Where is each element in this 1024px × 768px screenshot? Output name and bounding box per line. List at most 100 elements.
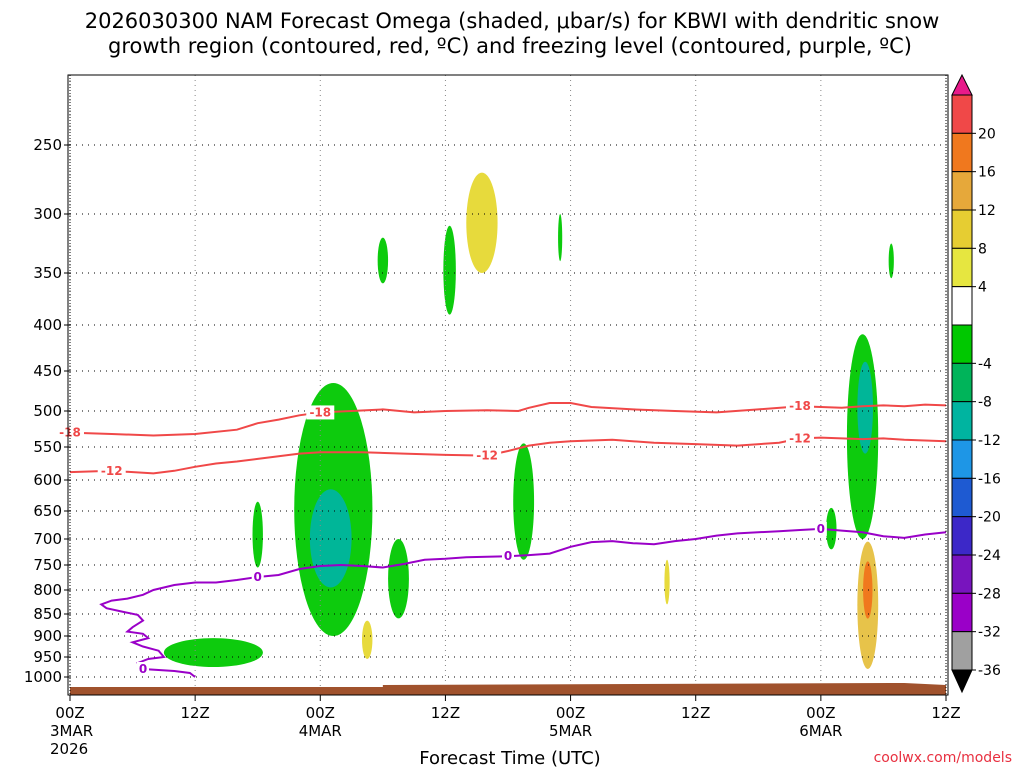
colorbar-box-4 [951, 247, 973, 288]
contour-label-0-2: -18 [789, 399, 811, 413]
colorbar-box-1 [951, 132, 973, 173]
contour-label-2-2: 0 [504, 549, 512, 563]
colorbar-label-3: 8 [978, 241, 987, 257]
ground-fill [70, 683, 946, 695]
omega-colorbar: 20 16 12 8 4 -4 -8 -12 -16 -20 -24 -28 -32 -36 [951, 73, 1001, 694]
y-axis-ticks: 250 300 350 400 450 500 550 600 650 700 750 800 850 9… [24, 136, 70, 686]
contour-label-1-2: -12 [789, 431, 811, 445]
omega-region-13 [466, 172, 498, 273]
omega-region-6 [377, 237, 389, 284]
contour-label-bg-0-2 [786, 399, 814, 414]
contour-line-0 [69, 402, 947, 437]
colorbar-box-9 [951, 439, 973, 479]
y-tick-label-700: 700 [33, 530, 62, 548]
omega-shading-layer [163, 172, 894, 669]
x-tick-label-0-0: 00Z [55, 704, 84, 722]
colorbar-label-7: -12 [978, 433, 1001, 449]
x-tick-label-7-0: 12Z [931, 704, 960, 722]
omega-region-5 [513, 443, 535, 560]
colorbar-box-3 [951, 209, 973, 249]
colorbar-label-6: -8 [978, 395, 992, 411]
omega-region-12 [857, 361, 874, 454]
omega-region-7 [443, 225, 456, 315]
credit-text: coolwx.com/models [874, 750, 1012, 766]
y-tick-label-550: 550 [33, 438, 62, 456]
y-tick-label-950: 950 [33, 648, 62, 666]
colorbar-box-11 [951, 516, 973, 556]
contour-label-1-0: -12 [101, 464, 123, 478]
x-tick-label-2-0: 00Z [306, 704, 335, 722]
contour-label-bg-1-1 [473, 448, 502, 463]
contour-label-0-1: -18 [309, 405, 331, 419]
y-tick-label-450: 450 [33, 362, 62, 380]
colorbar-box-6 [951, 324, 973, 364]
x-tick-label-0-1: 3MAR [50, 722, 93, 740]
y-tick-label-350: 350 [33, 264, 62, 282]
y-tick-label-850: 850 [33, 605, 62, 623]
y-tick-label-400: 400 [33, 316, 62, 334]
contour-label-bg-1-0 [97, 463, 126, 478]
contour-line-2 [99, 527, 947, 678]
omega-region-4 [388, 539, 409, 619]
colorbar-box-5 [951, 286, 973, 326]
omega-region-15 [664, 559, 670, 605]
contour-label-bg-1-2 [786, 431, 814, 446]
chart-title-line-1: 2026030300 NAM Forecast Omega (shaded, μ… [85, 9, 940, 33]
contour-label-bg-2-0 [137, 662, 149, 676]
omega-region-8 [558, 214, 563, 262]
x-tick-label-6-0: 00Z [806, 704, 835, 722]
omega-region-9 [888, 243, 894, 279]
omega-region-14 [362, 620, 373, 659]
x-tick-label-4-1: 5MAR [549, 722, 592, 740]
ground-layer [70, 683, 946, 695]
contour-label-bg-2-2 [502, 549, 514, 564]
x-tick-label-0-2: 2026 [50, 740, 88, 758]
x-tick-label-1-0: 12Z [180, 704, 209, 722]
contour-label-2-0: 0 [139, 662, 147, 676]
contour-line-1 [69, 436, 947, 475]
y-tick-label-650: 650 [33, 502, 62, 520]
colorbar-box-10 [951, 477, 973, 518]
y-tick-label-1000: 1000 [24, 668, 62, 686]
contour-label-bg-2-1 [251, 570, 264, 584]
colorbar-label-13: -36 [978, 663, 1001, 679]
y-tick-label-800: 800 [33, 581, 62, 599]
colorbar-top-arrow [951, 73, 973, 96]
colorbar-label-4: 4 [978, 280, 987, 296]
plot-area [67, 74, 949, 696]
colorbar-label-10: -24 [978, 548, 1001, 564]
x-tick-label-5-0: 12Z [681, 704, 710, 722]
colorbar-label-1: 16 [978, 165, 996, 181]
colorbar-box-12 [951, 554, 973, 594]
omega-region-3 [252, 501, 263, 568]
plot-border [67, 74, 949, 696]
colorbar-label-12: -32 [978, 625, 1001, 641]
colorbar-label-0: 20 [978, 126, 996, 142]
colorbar-label-8: -16 [978, 471, 1001, 487]
colorbar-label-2: 12 [978, 203, 996, 219]
contour-label-1-1: -12 [476, 449, 498, 463]
contour-label-bg-2-3 [814, 521, 827, 536]
omega-region-core-16 [863, 561, 873, 619]
colorbar-box-7 [951, 362, 973, 403]
colorbar-box-0 [951, 94, 973, 134]
contour-label-2-3: 0 [817, 522, 825, 536]
colorbar-box-8 [951, 401, 973, 441]
x-tick-label-6-1: 6MAR [799, 722, 842, 740]
y-tick-label-750: 750 [33, 556, 62, 574]
contour-label-bg-0-1 [306, 405, 335, 420]
colorbar-box-13 [951, 592, 973, 633]
omega-region-2 [309, 489, 352, 588]
colorbar-bottom-arrow [951, 669, 973, 694]
y-tick-label-250: 250 [33, 136, 62, 154]
y-tick-label-900: 900 [33, 627, 62, 645]
y-tick-label-300: 300 [33, 205, 62, 223]
colorbar-label-5: -4 [978, 356, 992, 372]
colorbar-label-11: -28 [978, 586, 1001, 602]
y-tick-label-500: 500 [33, 402, 62, 420]
omega-region-10 [826, 507, 837, 550]
x-tick-label-4-0: 00Z [556, 704, 585, 722]
x-axis-label: Forecast Time (UTC) [419, 748, 600, 768]
